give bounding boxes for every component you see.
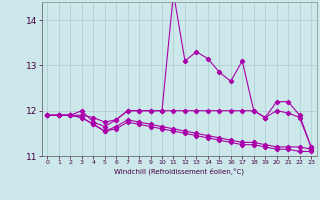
X-axis label: Windchill (Refroidissement éolien,°C): Windchill (Refroidissement éolien,°C) — [114, 168, 244, 175]
